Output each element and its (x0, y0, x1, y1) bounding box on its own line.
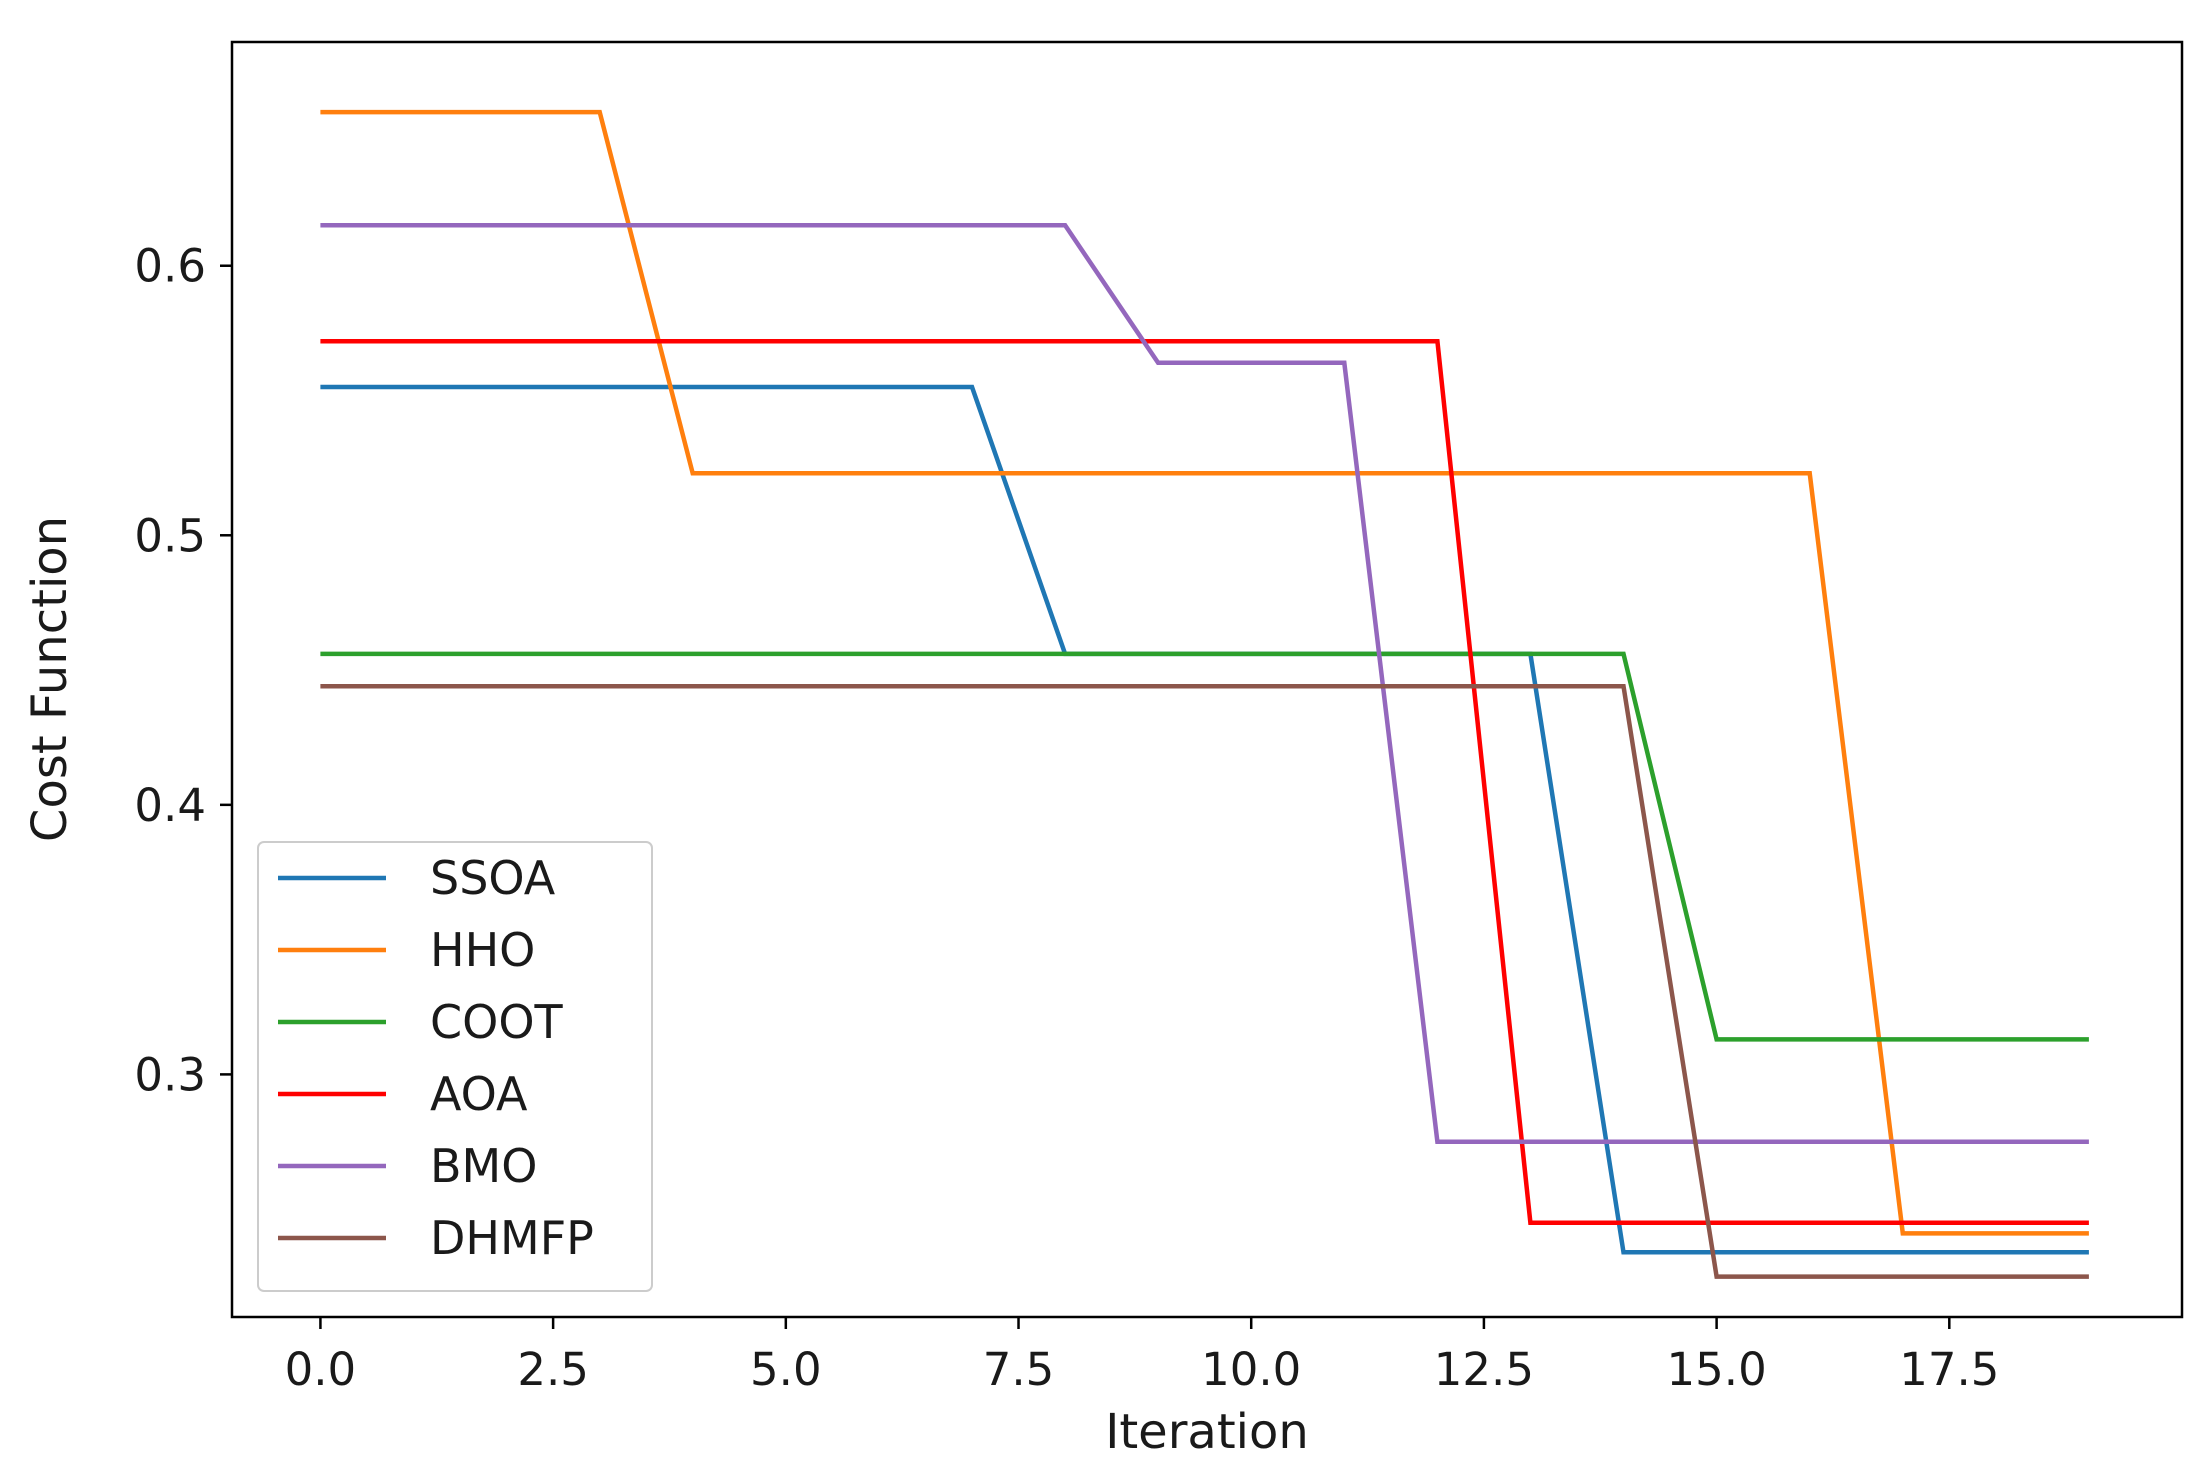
legend-label-aoa: AOA (430, 1067, 528, 1121)
x-tick-label: 17.5 (1899, 1343, 1999, 1396)
y-tick-label: 0.4 (134, 779, 206, 832)
x-tick-label: 2.5 (517, 1343, 589, 1396)
x-tick-label: 7.5 (983, 1343, 1055, 1396)
legend-box (257, 841, 653, 1292)
legend-label-bmo: BMO (430, 1139, 537, 1193)
x-tick-label: 0.0 (285, 1343, 357, 1396)
x-tick-label: 15.0 (1667, 1343, 1767, 1396)
legend-label-hho: HHO (430, 923, 535, 977)
x-tick-label: 10.0 (1201, 1343, 1301, 1396)
x-axis-label: Iteration (1105, 1404, 1309, 1460)
x-tick-label: 12.5 (1434, 1343, 1534, 1396)
series-line-bmo (320, 223, 2089, 1145)
legend-label-coot: COOT (430, 995, 564, 1049)
y-tick-label: 0.6 (134, 240, 206, 293)
legend-items: SSOA HHO COOT AOA BMO DHMFP (278, 851, 594, 1265)
series-line-hho (320, 109, 2089, 1236)
series-line-coot (320, 651, 2089, 1042)
plot-frame (230, 40, 2184, 1319)
y-tick-label: 0.5 (134, 509, 206, 562)
series-layer (320, 109, 2089, 1279)
legend-label-ssoa: SSOA (430, 851, 556, 905)
series-line-aoa (320, 338, 2089, 1225)
y-axis-label: Cost Function (22, 516, 78, 842)
y-tick-label: 0.3 (134, 1048, 206, 1101)
x-tick-label: 5.0 (750, 1343, 822, 1396)
series-line-dhmfp (320, 683, 2089, 1279)
legend: SSOA HHO COOT AOA BMO DHMFP (257, 841, 653, 1292)
y-axis-ticks: 0.3 0.4 0.5 0.6 (134, 240, 232, 1101)
x-axis-ticks: 0.0 2.5 5.0 7.5 10.0 12.5 15.0 17.5 (285, 1317, 1999, 1396)
legend-label-dhmfp: DHMFP (430, 1211, 594, 1265)
